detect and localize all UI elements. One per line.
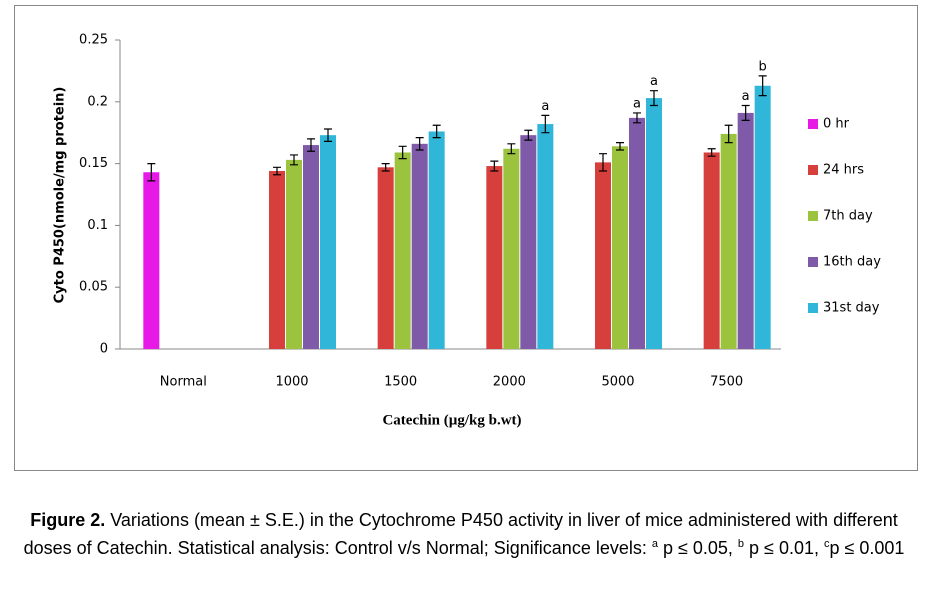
bar [703, 152, 720, 349]
error-bar [324, 128, 332, 142]
x-tick-label: 2000 [493, 375, 526, 390]
bar [503, 148, 520, 349]
bar [737, 112, 754, 349]
error-bar [415, 137, 424, 151]
bar [612, 146, 628, 349]
bar [595, 162, 611, 349]
error-bar [381, 163, 390, 172]
legend-label: 24 hrs [823, 163, 864, 178]
bar [320, 135, 336, 349]
error-bar [524, 129, 533, 141]
error-bar [707, 148, 716, 157]
error-bar [616, 141, 624, 151]
x-tick-label: 7500 [710, 375, 743, 390]
chart-frame [14, 5, 918, 471]
error-bar [507, 143, 516, 155]
y-tick-label: 0.2 [87, 94, 108, 109]
legend-swatch [808, 303, 818, 313]
legend-swatch [808, 165, 818, 175]
legend-label: 7th day [823, 209, 873, 224]
error-bar [147, 163, 156, 182]
significance-label: a [541, 99, 549, 114]
error-bar [432, 124, 441, 139]
legend-label: 31st day [823, 301, 880, 316]
bar [303, 145, 319, 349]
bar [629, 117, 645, 349]
legend-label: 0 hr [823, 117, 850, 132]
caption-sup: b [737, 538, 745, 550]
error-bar [398, 145, 407, 160]
caption-sup: c [823, 538, 830, 550]
bar [754, 85, 771, 350]
bar [428, 131, 445, 349]
x-axis-title: Catechin (µg/kg b.wt) [382, 412, 521, 428]
error-bar [650, 90, 658, 107]
error-bar [724, 124, 733, 144]
error-bar [541, 114, 550, 134]
caption-sup: a [651, 538, 658, 550]
caption-text: p ≤ 0.001 [829, 538, 905, 558]
error-bar [599, 153, 607, 172]
error-bar [741, 104, 750, 121]
chart: Cyto P450(nmole/mg protein) Catechin (µg… [14, 5, 918, 471]
caption-text: Variations (mean ± S.E.) in the Cytochro… [23, 510, 898, 558]
significance-label: a [650, 74, 658, 89]
legend-swatch [808, 119, 818, 129]
bar [537, 124, 554, 349]
legend-swatch [808, 257, 818, 267]
bar [143, 172, 160, 349]
legend-swatch [808, 211, 818, 221]
y-axis-title: Cyto P450(nmole/mg protein) [53, 87, 68, 304]
bar [486, 166, 503, 349]
significance-label: a [742, 89, 750, 104]
bar [411, 143, 428, 349]
error-bar [290, 154, 298, 166]
caption: Figure 2. Variations (mean ± S.E.) in th… [4, 506, 924, 562]
y-tick-label: 0.05 [79, 280, 108, 295]
error-bar [307, 138, 315, 152]
y-tick-label: 0.25 [79, 33, 108, 48]
x-tick-label: Normal [160, 375, 207, 390]
bar [269, 171, 285, 349]
bar [646, 98, 662, 349]
significance-label: b [759, 59, 767, 74]
x-tick-label: 1000 [275, 375, 308, 390]
error-bar [633, 112, 641, 124]
bar [286, 159, 302, 349]
x-tick-label: 1500 [384, 375, 417, 390]
y-tick-label: 0 [100, 342, 108, 357]
y-tick-label: 0.1 [87, 218, 108, 233]
error-bar [490, 160, 499, 172]
caption-text: p ≤ 0.05, [657, 538, 738, 558]
caption-label: Figure 2. [30, 510, 106, 530]
legend-label: 16th day [823, 255, 881, 270]
bar [520, 135, 537, 349]
x-tick-label: 5000 [601, 375, 634, 390]
bar [394, 152, 411, 349]
error-bar [758, 75, 767, 97]
error-bar [273, 166, 281, 176]
y-tick-label: 0.15 [79, 156, 108, 171]
bar [377, 167, 394, 349]
significance-label: a [633, 96, 641, 111]
caption-text: p ≤ 0.01, [744, 538, 824, 558]
bar [720, 133, 737, 349]
